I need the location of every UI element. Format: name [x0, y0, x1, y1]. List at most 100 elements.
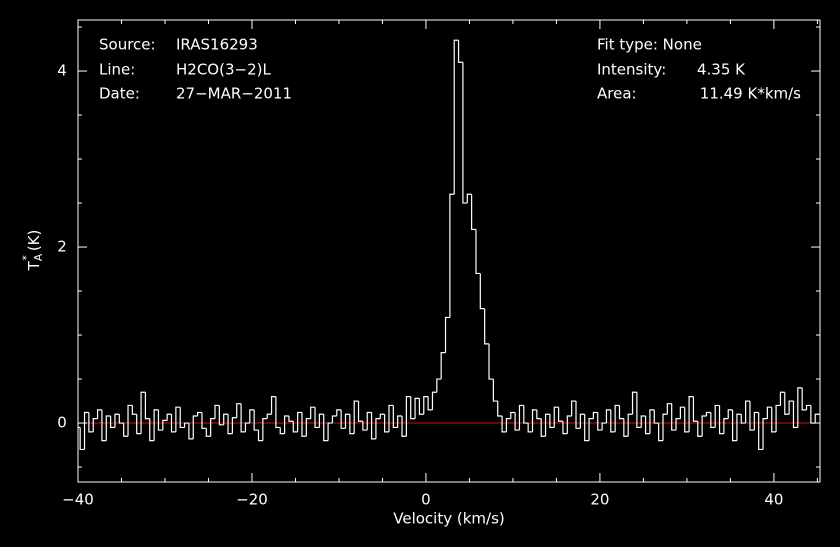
spectrum-channel — [714, 404, 720, 428]
spectrum-channel — [88, 412, 94, 433]
spectrum-channel — [297, 411, 302, 432]
spectrum-channel — [692, 396, 698, 422]
spectrum-channel — [679, 406, 685, 419]
spectrum-channel — [397, 415, 403, 428]
y-label-main: T — [25, 260, 43, 271]
spectrum-channel — [431, 391, 437, 410]
spectrum-channel — [658, 423, 663, 442]
spectrum-channel — [249, 409, 255, 424]
spectrum-channel — [671, 403, 677, 431]
spectrum-channel — [775, 404, 781, 432]
spectrum-channel — [240, 403, 246, 433]
spectrum-channel — [144, 392, 150, 420]
spectrum-channel — [353, 400, 359, 434]
spectrum-channel — [140, 391, 146, 434]
spectrum-channel — [662, 413, 668, 441]
spectrum-channel — [618, 405, 624, 420]
spectrum-channel — [475, 229, 481, 275]
spectrum-channel — [170, 414, 176, 433]
spectrum-channel — [418, 398, 424, 415]
spectrum-channel — [684, 407, 690, 433]
spectrum-channel — [514, 412, 520, 431]
spectrum-channel — [636, 392, 642, 429]
spectrum-channel — [497, 401, 503, 417]
spectrum-channel — [414, 397, 420, 419]
y-tick-label: 4 — [57, 62, 67, 80]
y-label-unit: (K) — [25, 230, 43, 252]
spectrum-channel — [362, 421, 368, 431]
spectrum-channel — [727, 409, 733, 419]
spectrum-channel — [601, 422, 607, 431]
spectrum-channel — [566, 415, 572, 434]
spectrum-channel — [127, 404, 133, 437]
spectrum-channel — [614, 404, 620, 432]
spectrum-channel — [731, 409, 737, 442]
spectrum-channel — [331, 415, 337, 424]
spectrum-channel — [110, 416, 115, 429]
spectrum-channel — [318, 413, 324, 428]
spectrum-channel — [96, 409, 102, 419]
spectrum-channel — [201, 412, 207, 429]
spectrum-channel — [79, 427, 85, 451]
spectrum-channel — [192, 415, 198, 439]
spectrum-channel — [466, 193, 472, 204]
spectrum-channel — [266, 413, 272, 419]
spectrum-channel — [153, 409, 159, 441]
spectrum-channel — [492, 379, 498, 402]
spectrum-channel — [762, 418, 768, 450]
spectrum-channel — [227, 414, 233, 435]
spectrum-channel — [527, 423, 533, 433]
spectrum-channel — [179, 407, 185, 429]
annotation-label: Line: — [99, 61, 135, 79]
spectrum-channel — [792, 401, 798, 429]
spectrum-channel — [457, 40, 463, 63]
spectrum-channel — [549, 414, 555, 429]
spectrum-channel — [571, 400, 577, 416]
spectrum-channel — [392, 405, 398, 429]
spectrum-channel — [301, 412, 307, 437]
spectrum-channel — [718, 405, 724, 435]
spectrum-channel — [518, 404, 524, 431]
spectrum-channel — [183, 422, 189, 428]
spectrum-channel — [405, 396, 411, 437]
spectrum-channel — [379, 413, 385, 419]
spectrum-channel — [231, 417, 237, 434]
spectrum-channel — [105, 415, 111, 441]
spectrum-channel — [797, 387, 803, 428]
spectrum-channel — [275, 396, 281, 429]
spectrum-channel — [644, 416, 650, 435]
spectrum-channel — [749, 401, 755, 431]
spectrum-channel — [388, 404, 394, 432]
spectrum-channel — [162, 419, 168, 431]
spectrum-channel — [675, 418, 681, 431]
spectrum-channel — [244, 422, 250, 432]
spectrum-channel — [157, 409, 163, 431]
spectrum-channel — [631, 391, 637, 415]
spectrum-channel — [479, 273, 485, 310]
spectrum-channel — [253, 409, 259, 431]
annotation-label: Area: — [597, 85, 637, 103]
annotation-label: Intensity: — [597, 61, 666, 79]
spectrum-channel — [262, 418, 268, 441]
spectrum-channel — [531, 409, 537, 432]
spectrum-channel — [327, 422, 333, 441]
x-tick-label: −20 — [236, 491, 268, 509]
spectrum-channel — [453, 39, 459, 195]
spectrum-channel — [597, 412, 603, 431]
spectrum-channel — [279, 427, 285, 435]
spectrum-channel — [123, 423, 129, 437]
spectrum-channel — [101, 409, 107, 442]
spectrum-channel — [758, 412, 764, 451]
spectrum-channel — [592, 411, 598, 419]
spectrum-channel — [640, 415, 646, 428]
spectrum-channel — [283, 415, 289, 434]
spectrum-channel — [114, 413, 120, 428]
spectrum-channel — [505, 418, 511, 432]
y-label-sup: * — [20, 255, 33, 261]
spectrum-channel — [705, 411, 711, 416]
spectrum-channel — [118, 414, 124, 424]
annotation-value: 4.35 K — [697, 61, 746, 79]
spectrum-channel — [779, 391, 785, 406]
spectrum-channel — [370, 412, 376, 440]
